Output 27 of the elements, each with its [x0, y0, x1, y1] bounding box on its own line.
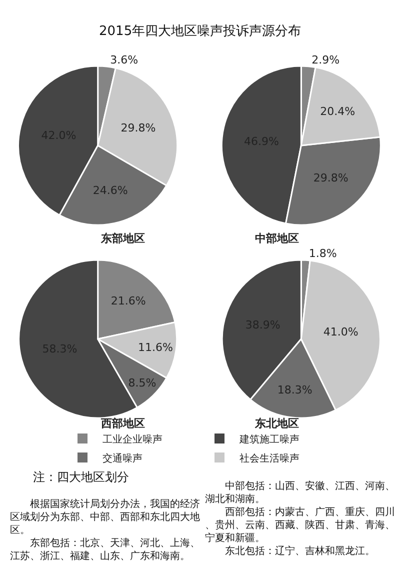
legend-label: 社会生活噪声	[240, 452, 300, 464]
text: 中部包括：山西、安徽、江西、河南、湖北和湖南。	[205, 480, 395, 505]
text: 注：四大地区划分	[33, 470, 129, 484]
text: 中部地区	[255, 232, 299, 245]
chart-title: 2015年四大地区噪声投诉声源分布	[99, 24, 302, 39]
data-label: 24.6%	[92, 184, 128, 198]
data-label: 1.8%	[308, 247, 337, 260]
data-label: 41.0%	[323, 326, 358, 339]
data-label: 18.3%	[277, 383, 312, 396]
text: 东北包括：辽宁、吉林和黑龙江。	[205, 545, 375, 557]
text: 东北地区	[254, 417, 299, 430]
legend-label: 工业企业噪声	[102, 433, 162, 446]
legend-label: 交通噪声	[102, 452, 142, 464]
data-label: 3.6%	[110, 54, 138, 67]
data-label: 29.8%	[120, 122, 156, 135]
text: 根据国家统计局划分办法，我国的经济区域划分为东部、中部、西部和东北四大地区。	[10, 498, 200, 536]
data-label: 21.6%	[110, 294, 146, 308]
data-label: 20.4%	[320, 105, 356, 118]
text: 东部地区	[100, 232, 145, 245]
data-label: 11.6%	[138, 341, 173, 354]
legend-label: 建筑施工噪声	[238, 433, 300, 446]
data-label: 8.5%	[128, 376, 156, 390]
text: 东部包括：北京、天津、河北、上海、江苏、浙江、福建、山东、广东和海南。	[10, 537, 200, 562]
data-label: 29.8%	[313, 171, 348, 184]
text: 西部地区	[100, 417, 145, 430]
data-label: 2.9%	[312, 53, 340, 66]
text: 西部包括：内蒙古、广西、重庆、四川、贵州、云南、西藏、陕西、甘肃、青海、宁夏和新疆。	[205, 506, 395, 544]
